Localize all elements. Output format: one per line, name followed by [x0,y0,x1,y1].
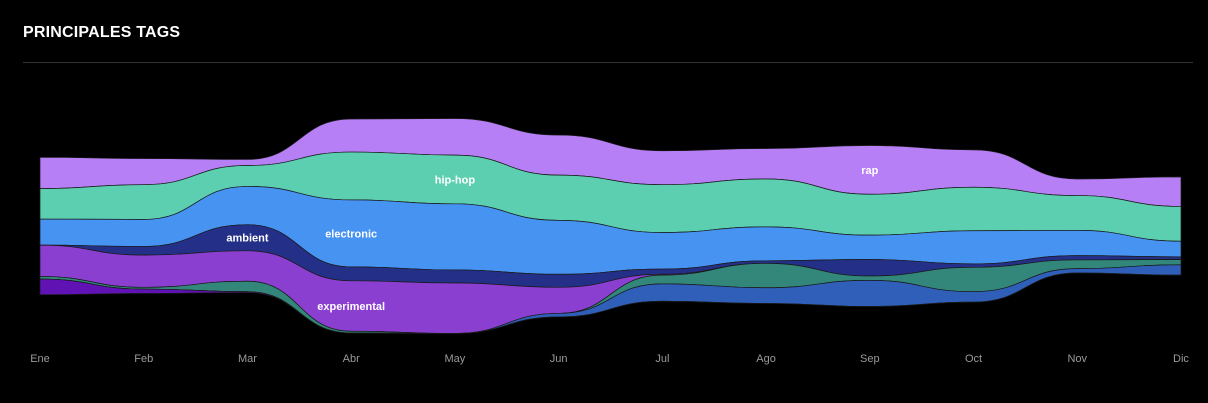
x-tick-label: Oct [965,353,982,365]
x-tick-label: Abr [343,353,360,365]
x-tick-label: Jun [550,353,568,365]
stream-label-electronic: electronic [325,228,377,240]
chart-title: PRINCIPALES TAGS [23,24,181,41]
x-tick-label: Sep [860,353,880,365]
x-axis: Ene Feb Mar Abr May Jun Jul Ago Sep Oct Nov Dic [30,353,1189,365]
x-tick-label: Dic [1173,353,1189,365]
stream-layer-witch-house [39,272,1182,334]
x-tick-label: May [445,353,466,365]
x-tick-label: Feb [134,353,153,365]
x-tick-label: Ene [30,353,50,365]
x-tick-label: Nov [1067,353,1087,365]
title-divider [23,62,1193,63]
stream-label-experimental: experimental [317,301,385,313]
x-tick-label: Mar [238,353,257,365]
x-tick-label: Jul [655,353,669,365]
stream-label-rap: rap [861,165,878,177]
stream-layers [39,118,1182,334]
stream-label-hip-hop: hip-hop [435,174,476,186]
stream-labels: rap hip-hop electronic ambient experimental [226,165,878,313]
stream-label-ambient: ambient [226,233,269,245]
x-tick-label: Ago [756,353,776,365]
